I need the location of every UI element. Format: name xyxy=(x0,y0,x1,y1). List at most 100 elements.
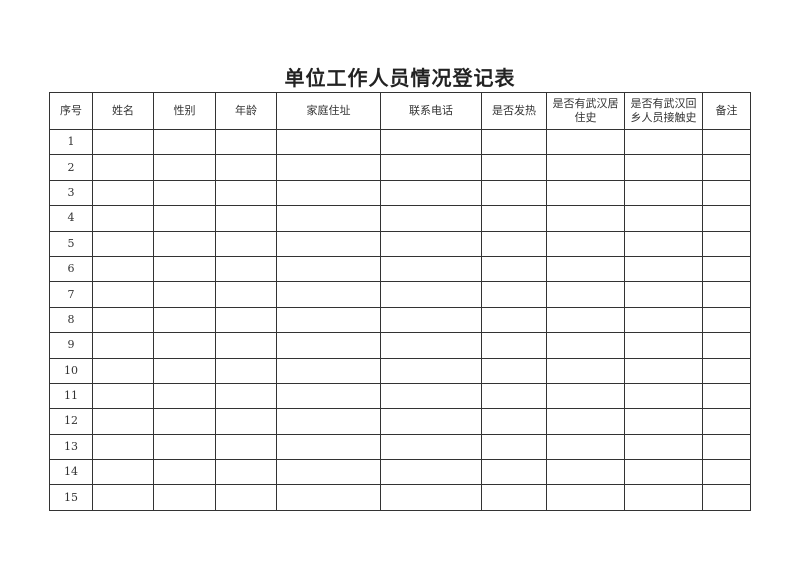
empty-cell[interactable] xyxy=(276,357,381,384)
empty-cell[interactable] xyxy=(215,281,277,308)
empty-cell[interactable] xyxy=(215,179,277,207)
empty-cell[interactable] xyxy=(481,357,547,384)
empty-cell[interactable] xyxy=(624,332,703,359)
empty-cell[interactable] xyxy=(153,128,216,156)
empty-cell[interactable] xyxy=(153,230,216,257)
empty-cell[interactable] xyxy=(276,484,381,511)
empty-cell[interactable] xyxy=(153,382,216,410)
empty-cell[interactable] xyxy=(702,459,751,486)
empty-cell[interactable] xyxy=(702,128,751,156)
empty-cell[interactable] xyxy=(546,408,625,435)
empty-cell[interactable] xyxy=(153,306,216,334)
empty-cell[interactable] xyxy=(380,128,482,156)
empty-cell[interactable] xyxy=(702,433,751,461)
empty-cell[interactable] xyxy=(546,179,625,207)
empty-cell[interactable] xyxy=(215,154,277,181)
empty-cell[interactable] xyxy=(92,408,154,435)
empty-cell[interactable] xyxy=(546,154,625,181)
empty-cell[interactable] xyxy=(481,332,547,359)
empty-cell[interactable] xyxy=(380,459,482,486)
empty-cell[interactable] xyxy=(702,357,751,384)
empty-cell[interactable] xyxy=(92,230,154,257)
empty-cell[interactable] xyxy=(481,205,547,232)
empty-cell[interactable] xyxy=(481,255,547,283)
empty-cell[interactable] xyxy=(92,459,154,486)
empty-cell[interactable] xyxy=(624,382,703,410)
empty-cell[interactable] xyxy=(380,408,482,435)
empty-cell[interactable] xyxy=(153,332,216,359)
empty-cell[interactable] xyxy=(92,154,154,181)
empty-cell[interactable] xyxy=(276,205,381,232)
empty-cell[interactable] xyxy=(276,281,381,308)
empty-cell[interactable] xyxy=(276,255,381,283)
empty-cell[interactable] xyxy=(215,433,277,461)
empty-cell[interactable] xyxy=(215,459,277,486)
empty-cell[interactable] xyxy=(276,154,381,181)
empty-cell[interactable] xyxy=(702,306,751,334)
empty-cell[interactable] xyxy=(153,357,216,384)
empty-cell[interactable] xyxy=(153,205,216,232)
empty-cell[interactable] xyxy=(380,382,482,410)
empty-cell[interactable] xyxy=(92,306,154,334)
empty-cell[interactable] xyxy=(546,281,625,308)
empty-cell[interactable] xyxy=(481,459,547,486)
empty-cell[interactable] xyxy=(702,179,751,207)
empty-cell[interactable] xyxy=(215,255,277,283)
empty-cell[interactable] xyxy=(546,459,625,486)
empty-cell[interactable] xyxy=(624,306,703,334)
empty-cell[interactable] xyxy=(153,408,216,435)
empty-cell[interactable] xyxy=(380,205,482,232)
empty-cell[interactable] xyxy=(153,433,216,461)
empty-cell[interactable] xyxy=(624,459,703,486)
empty-cell[interactable] xyxy=(546,357,625,384)
empty-cell[interactable] xyxy=(546,306,625,334)
empty-cell[interactable] xyxy=(624,154,703,181)
empty-cell[interactable] xyxy=(153,154,216,181)
empty-cell[interactable] xyxy=(702,205,751,232)
empty-cell[interactable] xyxy=(92,128,154,156)
empty-cell[interactable] xyxy=(481,179,547,207)
empty-cell[interactable] xyxy=(276,382,381,410)
empty-cell[interactable] xyxy=(276,128,381,156)
empty-cell[interactable] xyxy=(92,433,154,461)
empty-cell[interactable] xyxy=(276,332,381,359)
empty-cell[interactable] xyxy=(624,128,703,156)
empty-cell[interactable] xyxy=(546,332,625,359)
empty-cell[interactable] xyxy=(624,408,703,435)
empty-cell[interactable] xyxy=(624,255,703,283)
empty-cell[interactable] xyxy=(153,255,216,283)
empty-cell[interactable] xyxy=(702,281,751,308)
empty-cell[interactable] xyxy=(546,484,625,511)
empty-cell[interactable] xyxy=(624,281,703,308)
empty-cell[interactable] xyxy=(624,433,703,461)
empty-cell[interactable] xyxy=(380,306,482,334)
empty-cell[interactable] xyxy=(380,484,482,511)
empty-cell[interactable] xyxy=(380,230,482,257)
empty-cell[interactable] xyxy=(276,230,381,257)
empty-cell[interactable] xyxy=(215,205,277,232)
empty-cell[interactable] xyxy=(276,433,381,461)
empty-cell[interactable] xyxy=(380,433,482,461)
empty-cell[interactable] xyxy=(481,154,547,181)
empty-cell[interactable] xyxy=(702,230,751,257)
empty-cell[interactable] xyxy=(215,230,277,257)
empty-cell[interactable] xyxy=(92,205,154,232)
empty-cell[interactable] xyxy=(624,484,703,511)
empty-cell[interactable] xyxy=(546,382,625,410)
empty-cell[interactable] xyxy=(481,433,547,461)
empty-cell[interactable] xyxy=(546,205,625,232)
empty-cell[interactable] xyxy=(624,230,703,257)
empty-cell[interactable] xyxy=(380,332,482,359)
empty-cell[interactable] xyxy=(215,128,277,156)
empty-cell[interactable] xyxy=(546,255,625,283)
empty-cell[interactable] xyxy=(92,281,154,308)
empty-cell[interactable] xyxy=(215,484,277,511)
empty-cell[interactable] xyxy=(92,382,154,410)
empty-cell[interactable] xyxy=(481,484,547,511)
empty-cell[interactable] xyxy=(380,357,482,384)
empty-cell[interactable] xyxy=(92,357,154,384)
empty-cell[interactable] xyxy=(215,382,277,410)
empty-cell[interactable] xyxy=(702,408,751,435)
empty-cell[interactable] xyxy=(702,484,751,511)
empty-cell[interactable] xyxy=(276,408,381,435)
